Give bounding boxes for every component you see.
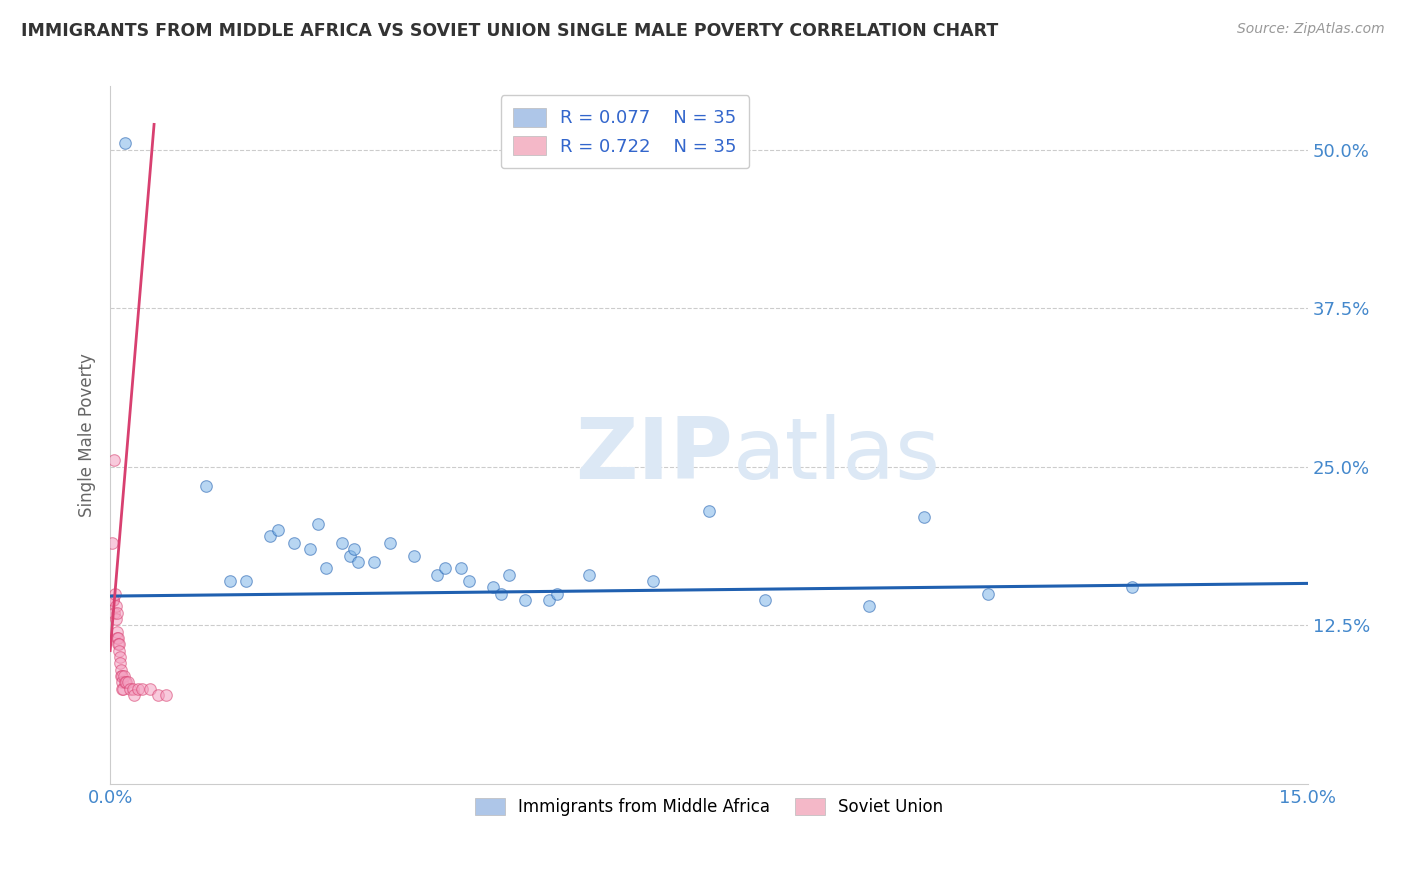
Point [112, 669, 135, 683]
Point [259, 529, 281, 543]
Point [458, 574, 481, 588]
Point [434, 561, 457, 575]
Point [105, 606, 128, 620]
Point [122, 688, 145, 702]
Point [110, 663, 132, 677]
Point [108, 657, 131, 671]
Point [120, 681, 142, 696]
Legend: Immigrants from Middle Africa, Soviet Union: Immigrants from Middle Africa, Soviet Un… [467, 789, 952, 824]
Point [111, 681, 134, 696]
Point [100, 536, 122, 550]
Point [114, 136, 136, 151]
Point [146, 688, 169, 702]
Point [110, 669, 132, 683]
Point [482, 580, 505, 594]
Point [267, 523, 290, 537]
Point [219, 574, 242, 588]
Point [111, 675, 134, 690]
Point [307, 516, 329, 531]
Point [105, 624, 128, 639]
Point [107, 631, 129, 645]
Point [426, 567, 449, 582]
Point [578, 567, 600, 582]
Point [139, 681, 162, 696]
Point [402, 549, 425, 563]
Point [330, 536, 353, 550]
Text: Source: ZipAtlas.com: Source: ZipAtlas.com [1237, 22, 1385, 37]
Point [111, 681, 134, 696]
Y-axis label: Single Male Poverty: Single Male Poverty [79, 353, 96, 517]
Point [538, 593, 561, 607]
Point [101, 593, 124, 607]
Point [515, 593, 537, 607]
Point [858, 599, 880, 614]
Point [315, 561, 337, 575]
Point [103, 593, 125, 607]
Point [108, 643, 131, 657]
Point [697, 504, 720, 518]
Point [914, 510, 936, 524]
Point [127, 681, 149, 696]
Point [105, 631, 128, 645]
Point [108, 649, 131, 664]
Point [491, 586, 513, 600]
Point [107, 637, 129, 651]
Point [283, 536, 305, 550]
Point [498, 567, 520, 582]
Point [235, 574, 257, 588]
Point [111, 669, 134, 683]
Point [641, 574, 664, 588]
Text: atlas: atlas [733, 415, 941, 498]
Point [450, 561, 472, 575]
Point [194, 479, 217, 493]
Point [104, 612, 127, 626]
Point [339, 549, 361, 563]
Point [977, 586, 1000, 600]
Point [104, 586, 127, 600]
Point [155, 688, 177, 702]
Point [103, 606, 125, 620]
Point [343, 542, 366, 557]
Text: ZIP: ZIP [575, 415, 733, 498]
Point [378, 536, 401, 550]
Point [1121, 580, 1143, 594]
Point [346, 555, 368, 569]
Point [363, 555, 385, 569]
Point [754, 593, 776, 607]
Point [298, 542, 321, 557]
Point [103, 453, 125, 467]
Point [104, 599, 127, 614]
Point [115, 675, 138, 690]
Point [108, 637, 131, 651]
Point [131, 681, 153, 696]
Point [114, 675, 136, 690]
Point [121, 681, 143, 696]
Text: IMMIGRANTS FROM MIDDLE AFRICA VS SOVIET UNION SINGLE MALE POVERTY CORRELATION CH: IMMIGRANTS FROM MIDDLE AFRICA VS SOVIET … [21, 22, 998, 40]
Point [117, 675, 139, 690]
Point [546, 586, 568, 600]
